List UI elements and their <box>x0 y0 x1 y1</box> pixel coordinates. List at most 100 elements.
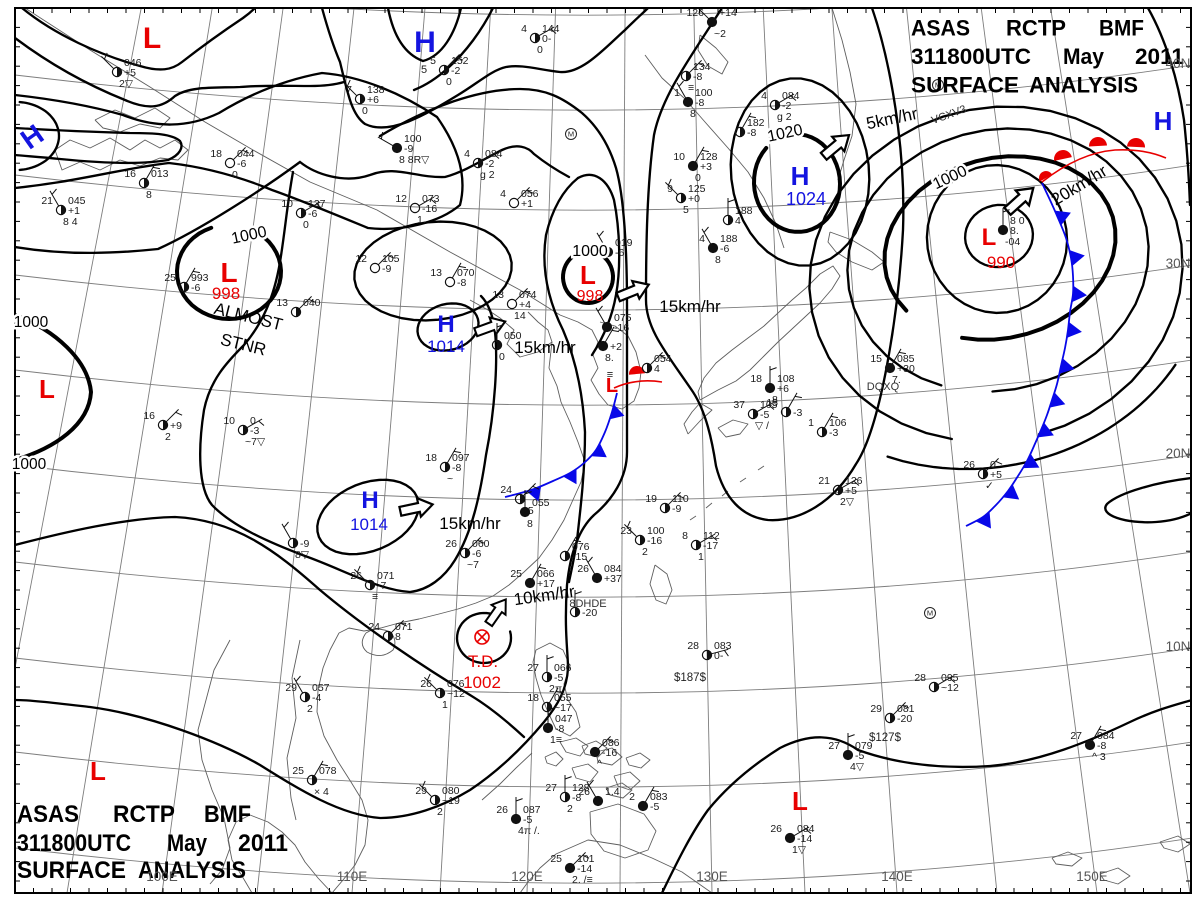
svg-text:0-: 0- <box>714 650 724 662</box>
svg-text:g 2: g 2 <box>480 169 495 181</box>
svg-text:-6: -6 <box>720 243 729 255</box>
svg-text:1.4: 1.4 <box>605 786 620 798</box>
svg-text:311800UTC: 311800UTC <box>17 830 131 857</box>
svg-text:L: L <box>606 375 618 397</box>
svg-text:-16: -16 <box>422 203 437 215</box>
svg-text:+1: +1 <box>521 198 533 210</box>
svg-text:4: 4 <box>521 23 527 35</box>
svg-text:-5: -5 <box>855 750 864 762</box>
svg-text:40N: 40N <box>1166 56 1191 71</box>
svg-text:100: 100 <box>404 133 422 145</box>
svg-text:8▽: 8▽ <box>295 549 310 561</box>
svg-text:26: 26 <box>578 786 590 798</box>
svg-text:19: 19 <box>645 493 657 505</box>
svg-text:25: 25 <box>550 853 562 865</box>
svg-text:8: 8 <box>682 530 688 542</box>
svg-text:8: 8 <box>690 108 696 120</box>
svg-text:8: 8 <box>715 254 721 266</box>
svg-text:8: 8 <box>146 189 152 201</box>
svg-text:30N: 30N <box>1166 256 1191 271</box>
svg-text:0: 0 <box>250 415 256 427</box>
svg-text:26: 26 <box>577 563 589 575</box>
svg-text:H: H <box>437 311 454 338</box>
svg-text:2: 2 <box>567 803 573 815</box>
svg-text:-8: -8 <box>1097 740 1106 752</box>
svg-text:-16: -16 <box>602 747 617 759</box>
svg-text:144: 144 <box>542 23 560 35</box>
svg-text:~2: ~2 <box>714 28 726 40</box>
svg-text:^: ^ <box>597 758 602 770</box>
svg-text:140E: 140E <box>881 869 913 884</box>
svg-text:4: 4 <box>500 188 506 200</box>
svg-text:May: May <box>167 830 208 857</box>
svg-text:18: 18 <box>425 452 437 464</box>
svg-text:1002: 1002 <box>463 673 501 692</box>
svg-text:+0: +0 <box>688 193 700 205</box>
svg-text:071: 071 <box>377 570 395 582</box>
svg-text:084: 084 <box>485 148 503 160</box>
svg-text:086: 086 <box>602 737 620 749</box>
svg-text:056: 056 <box>521 188 539 200</box>
svg-text:1000: 1000 <box>14 314 49 331</box>
svg-text:29: 29 <box>870 703 882 715</box>
svg-text:$127$: $127$ <box>869 732 902 744</box>
svg-text:27: 27 <box>828 740 840 752</box>
svg-text:8: 8 <box>772 394 778 406</box>
svg-text:311800UTC: 311800UTC <box>911 44 1031 69</box>
svg-text:2▽: 2▽ <box>119 78 134 90</box>
svg-text:+5: +5 <box>845 485 857 497</box>
svg-text:1024: 1024 <box>786 189 826 209</box>
svg-text:110: 110 <box>672 493 689 505</box>
svg-text:128: 128 <box>700 151 718 163</box>
svg-text:13: 13 <box>492 289 504 301</box>
svg-text:0: 0 <box>303 219 309 231</box>
svg-text:-6: -6 <box>472 548 481 560</box>
svg-text:057: 057 <box>312 682 330 694</box>
svg-text:073: 073 <box>422 193 440 205</box>
svg-text:0: 0 <box>499 351 505 363</box>
svg-text:8 8R▽: 8 8R▽ <box>399 154 430 166</box>
svg-text:RCTP: RCTP <box>113 801 175 828</box>
svg-text:046: 046 <box>124 57 142 69</box>
svg-text:~7: ~7 <box>467 559 479 571</box>
svg-text:13: 13 <box>430 267 442 279</box>
svg-text:26: 26 <box>963 459 975 471</box>
svg-text:25: 25 <box>510 568 522 580</box>
svg-text:+4: +4 <box>519 299 531 311</box>
svg-text:× 4: × 4 <box>314 786 329 798</box>
svg-text:L: L <box>90 756 106 786</box>
svg-text:137: 137 <box>308 198 326 210</box>
svg-text:075: 075 <box>614 312 632 324</box>
svg-text:26: 26 <box>350 570 362 582</box>
svg-text:998: 998 <box>577 288 604 305</box>
svg-text:-04: -04 <box>1005 236 1020 248</box>
svg-text:~: ~ <box>447 473 453 485</box>
svg-text:152: 152 <box>451 55 469 67</box>
svg-text:L: L <box>792 786 808 816</box>
svg-text:26: 26 <box>445 538 457 550</box>
svg-text:ASAS: ASAS <box>911 16 970 41</box>
svg-text:054: 054 <box>654 353 672 365</box>
svg-text:130E: 130E <box>696 869 728 884</box>
svg-text:047: 047 <box>555 713 573 725</box>
svg-text:1≡: 1≡ <box>550 734 562 746</box>
svg-text:27: 27 <box>545 782 557 794</box>
svg-text:-9: -9 <box>382 263 391 275</box>
svg-text:4▽: 4▽ <box>850 761 865 773</box>
svg-text:050: 050 <box>504 330 522 342</box>
svg-text:M: M <box>935 81 941 90</box>
svg-text:0-: 0- <box>542 33 552 45</box>
svg-text:26: 26 <box>496 804 508 816</box>
svg-text:-3: -3 <box>250 425 259 437</box>
svg-text:150E: 150E <box>1076 869 1108 884</box>
svg-text:29: 29 <box>285 682 297 694</box>
svg-text:-6: -6 <box>615 247 624 259</box>
svg-text:055: 055 <box>554 692 572 704</box>
svg-text:DQXQ: DQXQ <box>867 381 900 393</box>
svg-text:4: 4 <box>761 90 767 102</box>
svg-text:16: 16 <box>143 410 155 422</box>
svg-text:16: 16 <box>124 168 136 180</box>
svg-text:SURFACE: SURFACE <box>911 73 1019 98</box>
svg-text:-8: -8 <box>693 71 702 83</box>
svg-text:084: 084 <box>797 823 815 835</box>
